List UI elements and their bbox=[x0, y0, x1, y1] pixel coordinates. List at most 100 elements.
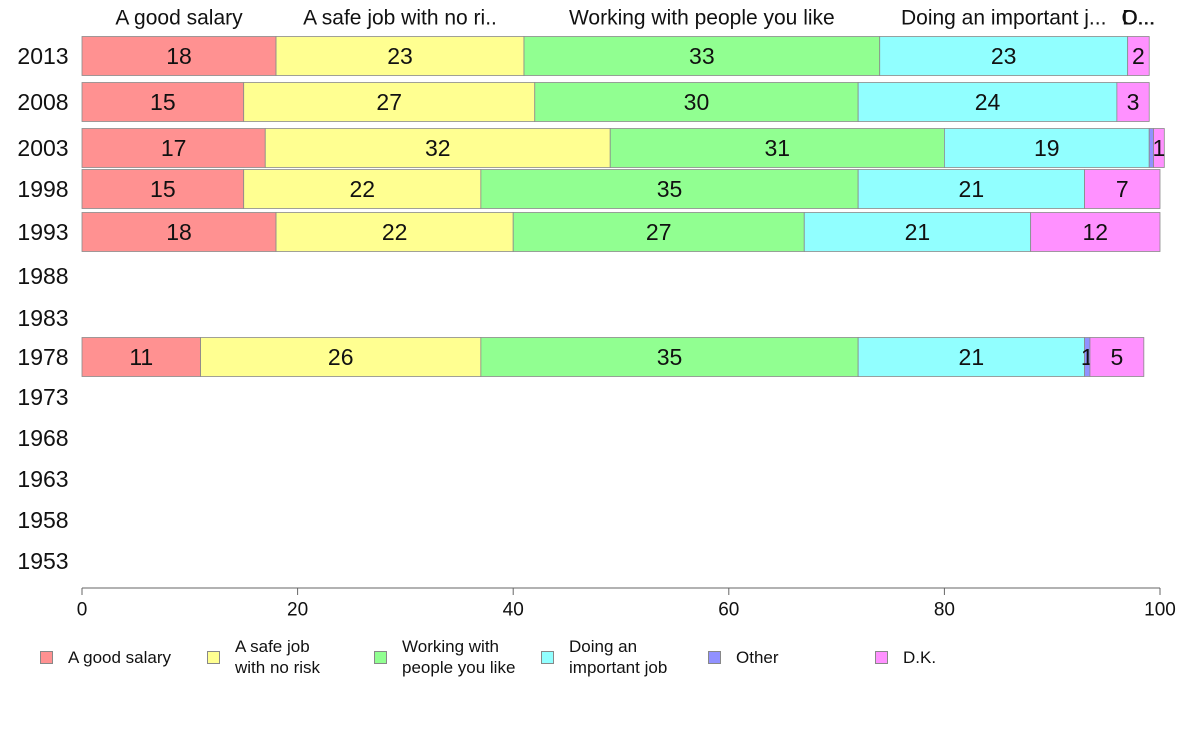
column-header-label: A good salary bbox=[115, 7, 243, 30]
legend-swatch bbox=[374, 651, 387, 664]
bar-segment bbox=[1084, 169, 1161, 209]
y-tick-label: 2003 bbox=[17, 135, 68, 161]
bar-segment bbox=[857, 82, 1118, 122]
data-label: 15 bbox=[150, 89, 176, 115]
data-label: 18 bbox=[166, 43, 192, 69]
data-label: 32 bbox=[425, 135, 451, 161]
stacked-bar-chart: 2013200820031998199319881983197819731968… bbox=[17, 7, 1176, 621]
data-label: 18 bbox=[166, 219, 192, 245]
bar-segment bbox=[609, 128, 945, 168]
data-label: 27 bbox=[646, 219, 672, 245]
legend-item-dk: D.K. bbox=[875, 636, 936, 668]
bar-segment bbox=[857, 169, 1085, 209]
data-label: 22 bbox=[382, 219, 408, 245]
column-header-label: Working with people you like bbox=[569, 7, 835, 30]
data-label: 35 bbox=[657, 176, 683, 202]
bar-segment bbox=[81, 212, 277, 252]
data-label: 35 bbox=[657, 344, 683, 370]
bar-segment bbox=[803, 212, 1032, 252]
y-tick-label: 2013 bbox=[17, 43, 68, 69]
legend-label: A good salary bbox=[68, 648, 172, 667]
data-label: 22 bbox=[349, 176, 375, 202]
x-tick-label: 20 bbox=[287, 600, 308, 621]
legend-item-important-job: Doing an important job bbox=[541, 636, 667, 678]
legend-swatch bbox=[541, 651, 554, 664]
y-tick-label: 1993 bbox=[17, 219, 68, 245]
data-label: 23 bbox=[387, 43, 413, 69]
data-label: 31 bbox=[765, 135, 791, 161]
data-label: 15 bbox=[150, 176, 176, 202]
bar-segment bbox=[944, 128, 1150, 168]
data-label: 30 bbox=[684, 89, 710, 115]
bar-segment bbox=[200, 337, 482, 377]
legend-label: D.K. bbox=[903, 648, 937, 667]
bar-segment bbox=[512, 212, 805, 252]
y-tick-label: 1953 bbox=[17, 548, 68, 574]
bar-segment bbox=[264, 128, 611, 168]
legend-label: A safe job with no risk bbox=[235, 637, 321, 677]
legend-swatch bbox=[708, 651, 721, 664]
column-header-label: D... bbox=[1122, 7, 1155, 30]
y-tick-label: 1958 bbox=[17, 507, 68, 533]
data-label: 12 bbox=[1083, 219, 1109, 245]
data-label: 7 bbox=[1116, 176, 1129, 202]
y-tick-label: 1963 bbox=[17, 466, 68, 492]
legend-item-other: Other bbox=[708, 636, 779, 668]
legend-item-safe-job: A safe job with no risk bbox=[207, 636, 320, 678]
y-tick-label: 1973 bbox=[17, 384, 68, 410]
bar-segment bbox=[243, 82, 536, 122]
bar-segment bbox=[480, 169, 859, 209]
column-header-label: O... bbox=[1122, 7, 1156, 30]
y-tick-label: 2008 bbox=[17, 89, 68, 115]
y-tick-label: 1983 bbox=[17, 305, 68, 331]
data-label: 2 bbox=[1132, 43, 1145, 69]
column-header-label: A safe job with no ri.. bbox=[303, 7, 497, 30]
data-label: 26 bbox=[328, 344, 354, 370]
bar-segment bbox=[243, 169, 482, 209]
y-tick-label: 1978 bbox=[17, 344, 68, 370]
data-label: 33 bbox=[689, 43, 715, 69]
bar-segment bbox=[275, 36, 525, 76]
data-label: 21 bbox=[959, 344, 985, 370]
bar-segment bbox=[1127, 36, 1150, 76]
legend-swatch bbox=[207, 651, 220, 664]
data-label: 21 bbox=[959, 176, 985, 202]
chart-legend: A good salary A safe job with no risk Wo… bbox=[40, 636, 1160, 696]
x-tick-label: 100 bbox=[1144, 600, 1176, 621]
bar-segment bbox=[81, 128, 266, 168]
bar-segment bbox=[480, 337, 859, 377]
legend-swatch bbox=[40, 651, 53, 664]
data-label: 1 bbox=[1153, 135, 1166, 161]
bar-segment bbox=[81, 36, 277, 76]
data-label: 21 bbox=[905, 219, 931, 245]
bar-segment bbox=[879, 36, 1129, 76]
column-header-label: Doing an important j... bbox=[901, 7, 1106, 30]
x-tick-label: 0 bbox=[77, 600, 88, 621]
bar-segment bbox=[1089, 337, 1145, 377]
data-label: 11 bbox=[129, 344, 153, 370]
legend-label: Working with people you like bbox=[402, 637, 516, 677]
y-tick-label: 1968 bbox=[17, 425, 68, 451]
data-label: 24 bbox=[975, 89, 1001, 115]
data-label: 27 bbox=[376, 89, 402, 115]
bar-segment bbox=[1153, 128, 1165, 168]
legend-label: Doing an important job bbox=[569, 637, 668, 677]
bar-segment bbox=[1116, 82, 1150, 122]
legend-label: Other bbox=[736, 648, 779, 667]
legend-item-working-with-people: Working with people you like bbox=[374, 636, 515, 678]
x-tick-label: 40 bbox=[503, 600, 524, 621]
bar-segment bbox=[81, 169, 245, 209]
legend-item-good-salary: A good salary bbox=[40, 636, 171, 668]
data-label: 23 bbox=[991, 43, 1017, 69]
bar-segment bbox=[534, 82, 859, 122]
x-tick-label: 60 bbox=[718, 600, 739, 621]
bar-segment bbox=[81, 82, 245, 122]
bar-segment bbox=[275, 212, 514, 252]
data-label: 3 bbox=[1127, 89, 1140, 115]
bar-segment bbox=[523, 36, 881, 76]
y-tick-label: 1988 bbox=[17, 263, 68, 289]
x-tick-label: 80 bbox=[934, 600, 955, 621]
data-label: 17 bbox=[161, 135, 187, 161]
y-tick-label: 1998 bbox=[17, 176, 68, 202]
data-label: 5 bbox=[1110, 344, 1123, 370]
